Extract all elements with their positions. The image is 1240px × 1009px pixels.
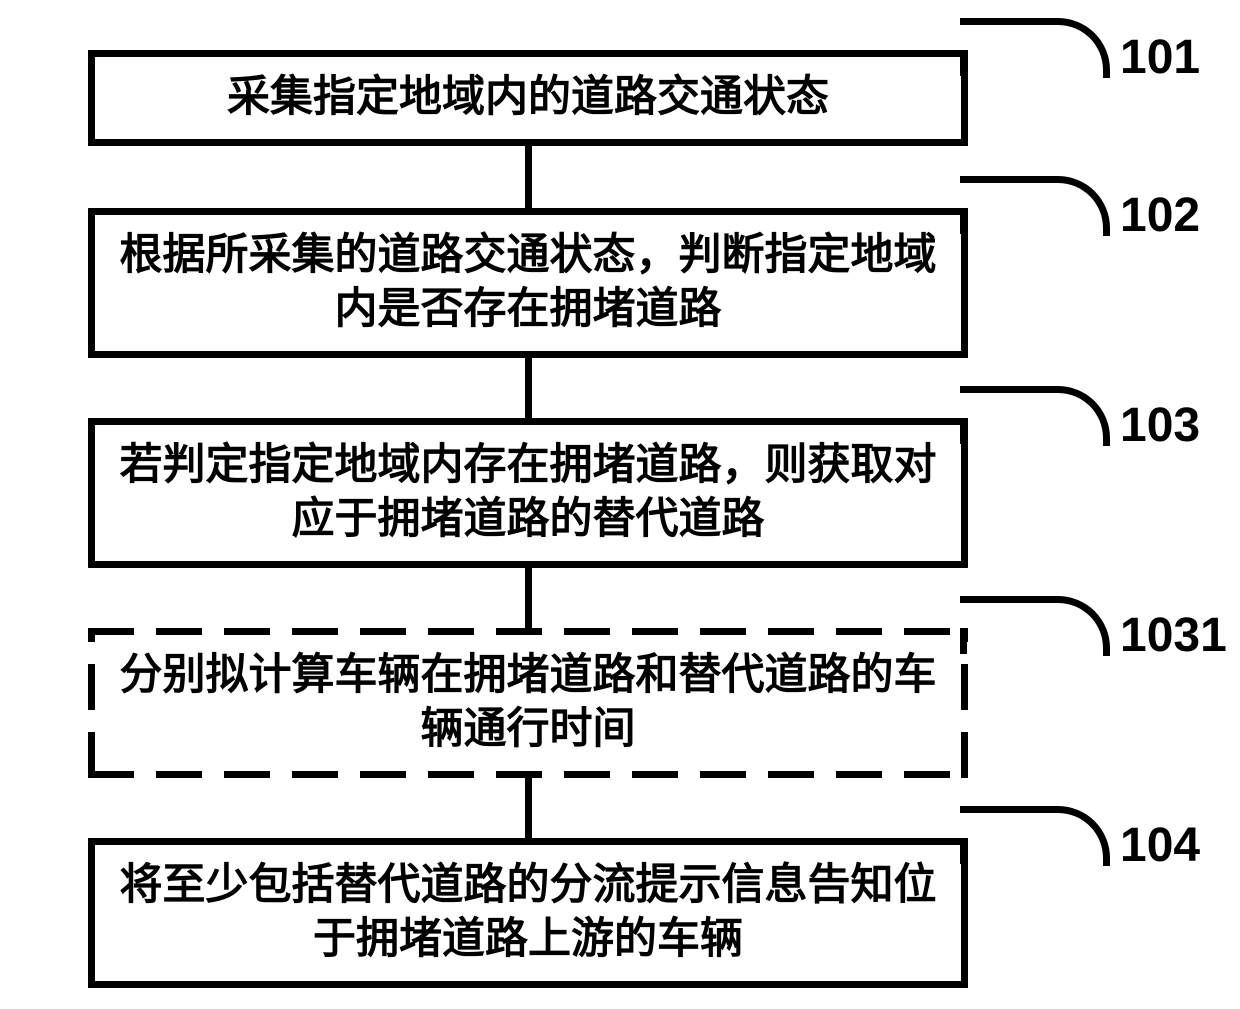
step-101-text: 采集指定地域内的道路交通状态 [227,71,829,125]
flowchart-canvas: 采集指定地域内的道路交通状态 根据所采集的道路交通状态，判断指定地域内是否存在拥… [0,0,1240,1009]
label-103: 103 [1120,398,1200,453]
connector-4 [525,778,532,838]
callout-101-curve [960,18,1110,78]
callout-1031-curve [960,596,1110,656]
step-102-box: 根据所采集的道路交通状态，判断指定地域内是否存在拥堵道路 [88,208,968,358]
label-1031: 1031 [1120,608,1227,663]
label-101: 101 [1120,30,1200,85]
step-1031-text: 分别拟计算车辆在拥堵道路和替代道路的车辆通行时间 [106,649,950,757]
step-1031-box: 分别拟计算车辆在拥堵道路和替代道路的车辆通行时间 [88,628,968,778]
label-104: 104 [1120,818,1200,873]
connector-3 [525,568,532,628]
callout-103-curve [960,386,1110,446]
label-102: 102 [1120,188,1200,243]
step-104-text: 将至少包括替代道路的分流提示信息告知位于拥堵道路上游的车辆 [113,859,943,967]
callout-102-curve [960,176,1110,236]
step-103-box: 若判定指定地域内存在拥堵道路，则获取对应于拥堵道路的替代道路 [88,418,968,568]
connector-2 [525,358,532,418]
callout-104-curve [960,806,1110,866]
step-103-text: 若判定指定地域内存在拥堵道路，则获取对应于拥堵道路的替代道路 [113,439,943,547]
step-101-box: 采集指定地域内的道路交通状态 [88,50,968,146]
step-102-text: 根据所采集的道路交通状态，判断指定地域内是否存在拥堵道路 [113,229,943,337]
step-104-box: 将至少包括替代道路的分流提示信息告知位于拥堵道路上游的车辆 [88,838,968,988]
connector-1 [525,146,532,208]
